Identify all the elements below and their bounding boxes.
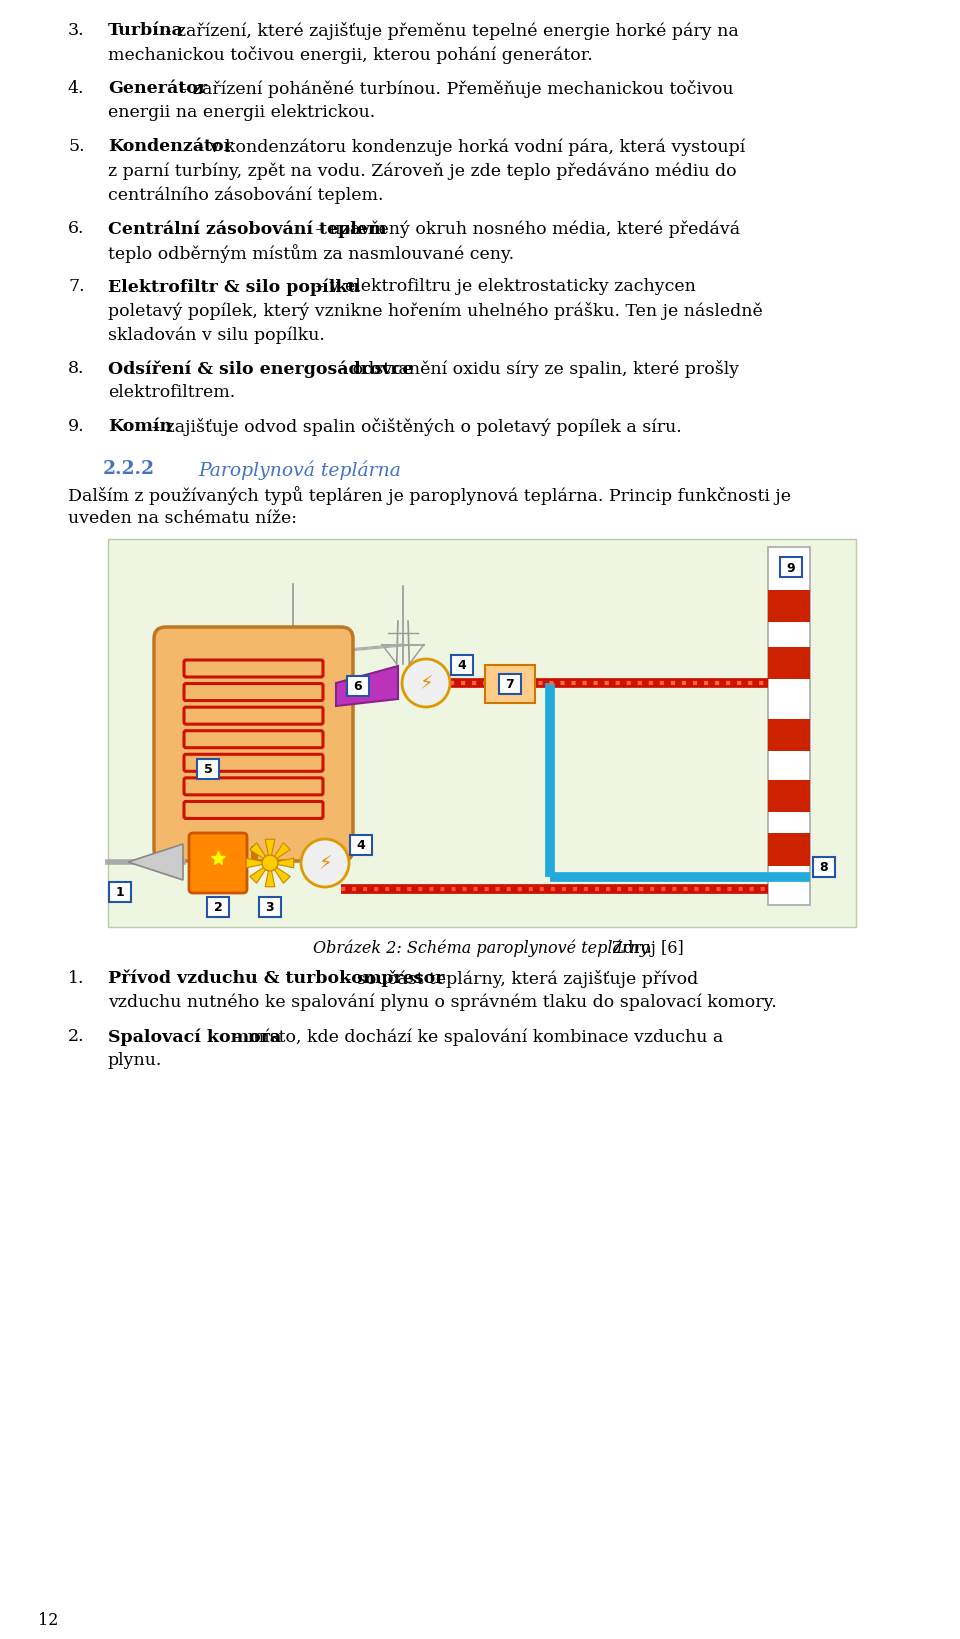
Text: 2: 2 <box>214 901 223 915</box>
Text: energii na energii elektrickou.: energii na energii elektrickou. <box>108 103 375 121</box>
Polygon shape <box>250 864 270 883</box>
Text: - zařízení, které zajišťuje přeměnu tepelné energie horké páry na: - zařízení, které zajišťuje přeměnu tepe… <box>160 21 739 39</box>
Bar <box>768 780 810 813</box>
Bar <box>768 834 810 865</box>
Text: 4.: 4. <box>68 80 84 97</box>
Text: ⚡: ⚡ <box>420 674 433 693</box>
Text: – zajišťuje odvod spalin očištěných o poletavý popílek a síru.: – zajišťuje odvod spalin očištěných o po… <box>146 418 682 436</box>
Text: Kondenzátor: Kondenzátor <box>108 138 233 156</box>
Text: Zdroj [6]: Zdroj [6] <box>607 939 684 957</box>
Text: 12: 12 <box>38 1611 59 1628</box>
Polygon shape <box>265 864 275 887</box>
FancyBboxPatch shape <box>207 898 229 918</box>
FancyBboxPatch shape <box>780 557 802 577</box>
Text: elektrofiltrem.: elektrofiltrem. <box>108 384 235 402</box>
Text: 4: 4 <box>356 839 366 852</box>
Polygon shape <box>265 839 275 864</box>
Polygon shape <box>270 859 294 869</box>
Polygon shape <box>270 864 290 883</box>
Text: ⚡: ⚡ <box>318 854 332 874</box>
Bar <box>768 647 810 680</box>
Text: 8.: 8. <box>68 361 84 377</box>
FancyBboxPatch shape <box>259 898 281 918</box>
Text: Turbína: Turbína <box>108 21 183 39</box>
Text: 1: 1 <box>115 887 125 898</box>
Text: Dalším z používaných typů tepláren je paroplynová teplárna. Princip funkčnosti j: Dalším z používaných typů tepláren je pa… <box>68 485 791 505</box>
Bar <box>108 539 856 928</box>
FancyBboxPatch shape <box>197 759 219 780</box>
Text: centrálního zásobování teplem.: centrálního zásobování teplem. <box>108 185 383 203</box>
Text: 9: 9 <box>786 561 795 574</box>
Text: 1.: 1. <box>68 969 84 987</box>
Text: - zařízení poháněné turbínou. Přeměňuje mechanickou točivou: - zařízení poháněné turbínou. Přeměňuje … <box>176 80 733 98</box>
Text: Spalovací komora: Spalovací komora <box>108 1028 281 1046</box>
Text: Generátor: Generátor <box>108 80 207 97</box>
Polygon shape <box>250 844 270 864</box>
FancyBboxPatch shape <box>154 628 353 862</box>
Text: 5: 5 <box>204 764 212 775</box>
Text: – uzavřený okruh nosného média, které předává: – uzavřený okruh nosného média, které př… <box>310 220 740 238</box>
Text: 7: 7 <box>506 679 515 692</box>
Circle shape <box>301 839 349 887</box>
Text: 8: 8 <box>820 860 828 874</box>
Circle shape <box>262 856 278 872</box>
Polygon shape <box>336 667 398 706</box>
Text: 2.: 2. <box>68 1028 84 1044</box>
Text: 6.: 6. <box>68 220 84 238</box>
Text: Přívod vzduchu & turbokompresor: Přívod vzduchu & turbokompresor <box>108 969 444 987</box>
Text: 9.: 9. <box>68 418 84 434</box>
Text: z parní turbíny, zpět na vodu. Zároveň je zde teplo předáváno médiu do: z parní turbíny, zpět na vodu. Zároveň j… <box>108 162 736 179</box>
Text: 2.2.2: 2.2.2 <box>103 459 155 477</box>
FancyBboxPatch shape <box>499 675 521 695</box>
Polygon shape <box>270 844 290 864</box>
Bar <box>768 547 810 905</box>
Text: 4: 4 <box>458 659 467 672</box>
Text: – místo, kde dochází ke spalování kombinace vzduchu a: – místo, kde dochází ke spalování kombin… <box>228 1028 723 1046</box>
FancyBboxPatch shape <box>109 882 131 903</box>
Text: – v kondenzátoru kondenzuje horká vodní pára, která vystoupí: – v kondenzátoru kondenzuje horká vodní … <box>190 138 746 156</box>
Text: skladován v silu popílku.: skladován v silu popílku. <box>108 326 324 343</box>
Text: 5.: 5. <box>68 138 84 156</box>
Text: Komín: Komín <box>108 418 172 434</box>
FancyBboxPatch shape <box>350 836 372 856</box>
Text: mechanickou točivou energii, kterou pohání generátor.: mechanickou točivou energii, kterou pohá… <box>108 46 592 64</box>
FancyBboxPatch shape <box>189 834 247 893</box>
Polygon shape <box>128 844 183 880</box>
FancyBboxPatch shape <box>451 656 473 675</box>
Text: uveden na schématu níže:: uveden na schématu níže: <box>68 510 297 526</box>
Text: teplo odběrným místům za nasmlouvané ceny.: teplo odběrným místům za nasmlouvané cen… <box>108 244 515 262</box>
FancyBboxPatch shape <box>813 857 835 877</box>
Text: – odstranění oxidu síry ze spalin, které prošly: – odstranění oxidu síry ze spalin, které… <box>333 361 739 377</box>
Text: 3.: 3. <box>68 21 84 39</box>
Text: - součást teplárny, která zajišťuje přívod: - součást teplárny, která zajišťuje přív… <box>341 969 699 987</box>
Text: Obrázek 2: Schéma paroplynové teplárny.: Obrázek 2: Schéma paroplynové teplárny. <box>313 939 652 957</box>
Circle shape <box>402 659 450 708</box>
Bar <box>768 720 810 752</box>
Bar <box>768 590 810 623</box>
Text: Elektrofiltr & silo popílku: Elektrofiltr & silo popílku <box>108 279 360 295</box>
Text: 6: 6 <box>353 680 362 693</box>
Text: Centrální zásobování teplem: Centrální zásobování teplem <box>108 220 387 238</box>
Text: plynu.: plynu. <box>108 1051 162 1069</box>
FancyBboxPatch shape <box>347 677 369 697</box>
Bar <box>485 665 535 703</box>
Text: 3: 3 <box>266 901 275 915</box>
Polygon shape <box>246 859 270 869</box>
Text: – v elektrofiltru je elektrostaticky zachycen: – v elektrofiltru je elektrostaticky zac… <box>310 279 696 295</box>
Text: poletavý popílek, který vznikne hořením uhelného prášku. Ten je následně: poletavý popílek, který vznikne hořením … <box>108 302 763 320</box>
Text: 7.: 7. <box>68 279 84 295</box>
Text: Paroplynová teplárna: Paroplynová teplárna <box>198 459 401 479</box>
Text: Odsíření & silo energosádrovce: Odsíření & silo energosádrovce <box>108 361 414 377</box>
Text: vzduchu nutného ke spalování plynu o správném tlaku do spalovací komory.: vzduchu nutného ke spalování plynu o spr… <box>108 993 777 1011</box>
